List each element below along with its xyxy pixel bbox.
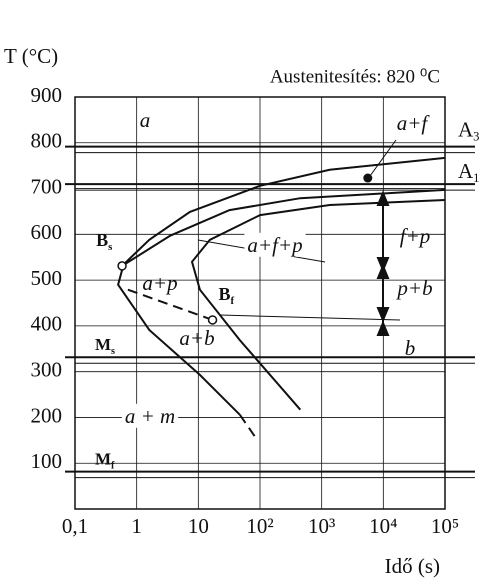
region-label: a xyxy=(140,108,151,132)
x-tick-label: 10⁵ xyxy=(431,514,459,538)
label-sub: f xyxy=(231,295,235,307)
region-label: p+b xyxy=(395,276,432,300)
label-sub: 3 xyxy=(473,130,479,144)
point xyxy=(207,315,218,325)
y-tick-label: 600 xyxy=(31,220,63,244)
region-label: a+f xyxy=(397,111,431,135)
x-tick-label: 10³ xyxy=(308,514,335,538)
x-tick-label: 10² xyxy=(246,514,273,538)
label-base: B xyxy=(219,284,231,304)
label-sub: s xyxy=(111,347,115,358)
line-label: Mf xyxy=(95,450,115,472)
label-bg xyxy=(244,232,306,257)
x-tick-label: 10⁴ xyxy=(369,514,397,538)
curve xyxy=(121,156,446,267)
x-axis-label: Idő (s) xyxy=(385,554,440,578)
label-base: M xyxy=(95,450,111,469)
region-label: a+b xyxy=(179,326,214,350)
region-label: f+p xyxy=(400,224,431,248)
region-label: b xyxy=(405,336,416,360)
label-base: A xyxy=(458,117,474,141)
label-sub: 1 xyxy=(473,171,479,185)
label-base: B xyxy=(96,230,108,250)
line-label: Bs xyxy=(96,230,112,253)
label-sub: f xyxy=(111,461,115,472)
x-tick-label: 10 xyxy=(188,514,209,538)
curve xyxy=(117,269,241,416)
y-tick-label: 900 xyxy=(31,83,63,107)
marker xyxy=(363,173,373,183)
y-tick-label: 700 xyxy=(31,174,63,198)
label-sub: s xyxy=(108,241,112,253)
line-label: A1 xyxy=(458,159,479,185)
y-tick-label: 800 xyxy=(31,129,63,153)
label-bg xyxy=(121,403,179,428)
region-label: a + m xyxy=(125,404,175,428)
x-tick-label: 1 xyxy=(131,514,142,538)
curve xyxy=(190,199,446,411)
point xyxy=(117,261,127,271)
chart-subtitle: Austenitesítés: 820 ⁰C xyxy=(270,66,440,87)
y-tick-label: 500 xyxy=(31,266,63,290)
y-tick-label: 300 xyxy=(31,357,63,381)
x-tick-label: 0,1 xyxy=(62,514,88,538)
curve xyxy=(238,414,256,438)
y-tick-label: 400 xyxy=(31,312,63,336)
y-tick-label: 200 xyxy=(31,403,63,427)
line-label: Ms xyxy=(95,335,115,357)
curve xyxy=(121,188,446,267)
y-tick-label: 100 xyxy=(31,449,63,473)
label-base: M xyxy=(95,335,111,354)
label-base: A xyxy=(458,159,474,183)
line-label: A3 xyxy=(458,117,479,143)
line-label: Bf xyxy=(219,284,235,307)
chart-title: T (°C) xyxy=(4,44,58,68)
region-label: a+p xyxy=(142,271,177,295)
region-label: a+f+p xyxy=(247,233,302,257)
